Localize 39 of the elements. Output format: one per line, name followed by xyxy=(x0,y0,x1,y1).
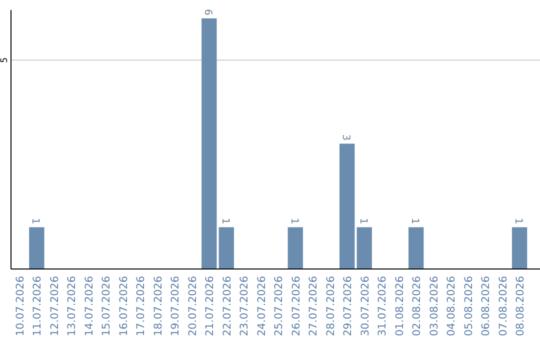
x-tick-label: 07.08.2026 xyxy=(497,276,510,336)
x-tick-label: 15.07.2026 xyxy=(100,276,113,336)
x-tick-label: 23.07.2026 xyxy=(238,276,251,336)
data-label: 1 xyxy=(409,218,420,224)
x-tick-label: 12.07.2026 xyxy=(48,276,61,336)
x-tick-label: 30.07.2026 xyxy=(359,276,372,336)
x-tick-label: 24.07.2026 xyxy=(256,276,268,336)
x-tick-label: 03.08.2026 xyxy=(428,276,440,336)
x-tick-label: 10.07.2026 xyxy=(14,276,26,336)
x-tick-label: 01.08.2026 xyxy=(394,276,406,336)
x-tick-label: 18.07.2026 xyxy=(152,276,164,336)
x-tick-label: 20.07.2026 xyxy=(186,276,199,336)
data-label: 1 xyxy=(219,218,230,224)
data-label: 3 xyxy=(340,134,352,141)
data-label: 1 xyxy=(512,218,524,224)
x-tick-label: 06.08.2026 xyxy=(480,276,492,336)
x-tick-label: 17.07.2026 xyxy=(135,276,148,336)
x-tick-label: 27.07.2026 xyxy=(308,276,320,336)
x-tick-label: 19.07.2026 xyxy=(170,276,182,336)
data-label: 1 xyxy=(30,218,41,224)
x-tick-label: 13.07.2026 xyxy=(66,276,78,336)
x-tick-label: 11.07.2026 xyxy=(32,276,44,336)
x-tick-label: 22.07.2026 xyxy=(221,276,234,336)
data-label: 1 xyxy=(357,218,368,224)
x-tick-label: 05.08.2026 xyxy=(462,276,475,336)
x-tick-label: 25.07.2026 xyxy=(273,276,286,336)
x-tick-label: 26.07.2026 xyxy=(290,276,302,336)
x-tick-label: 04.08.2026 xyxy=(446,276,458,336)
x-tick-label: 02.08.2026 xyxy=(411,276,424,336)
x-tick-label: 28.07.2026 xyxy=(324,276,337,336)
x-tick-label: 16.07.2026 xyxy=(118,276,130,336)
data-label: 6 xyxy=(202,8,214,16)
x-tick-label: 31.07.2026 xyxy=(376,276,389,336)
y-tick-label: 5 xyxy=(0,57,10,63)
data-label: 1 xyxy=(288,218,300,224)
x-tick-label: 08.08.2026 xyxy=(514,276,527,336)
x-tick-label: 21.07.2026 xyxy=(204,276,216,336)
x-tick-label: 14.07.2026 xyxy=(83,276,96,336)
x-tick-label: 29.07.2026 xyxy=(342,276,354,336)
